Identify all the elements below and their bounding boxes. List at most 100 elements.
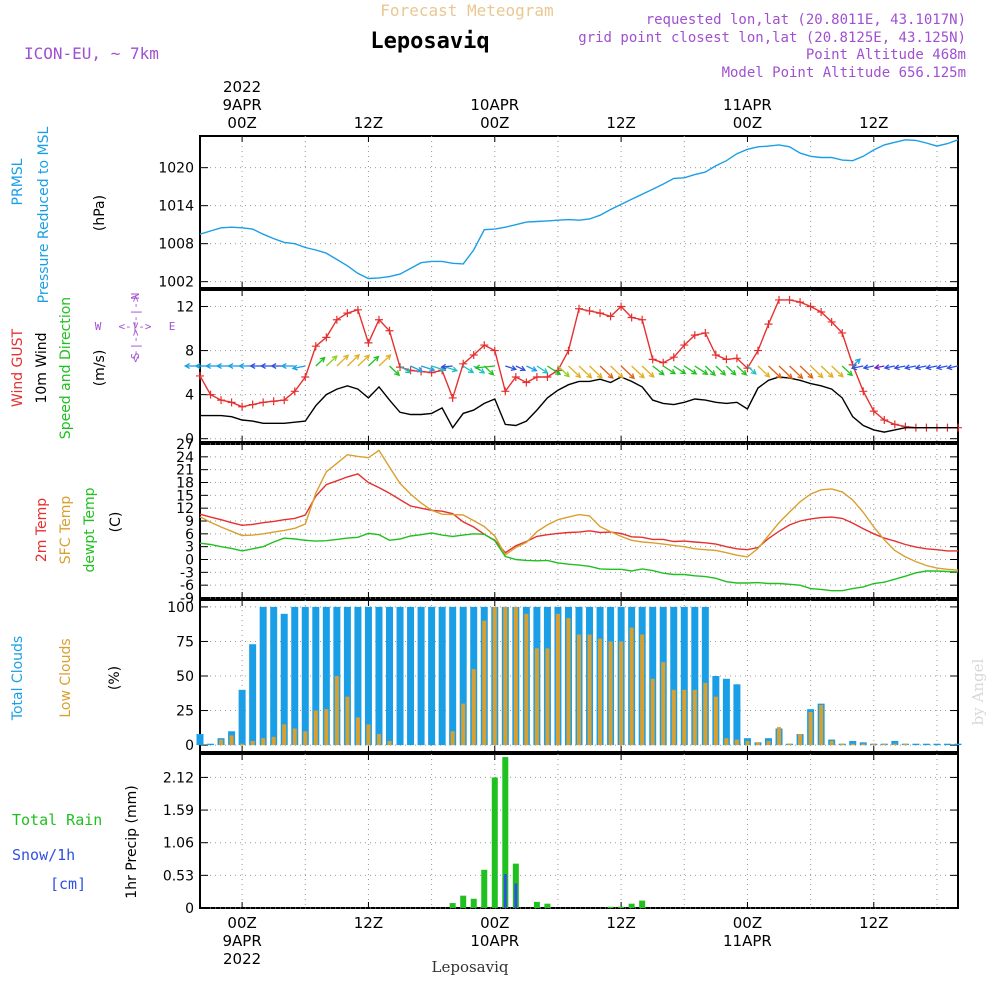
wind-arrow [831,365,844,378]
bar-low-clouds [261,738,266,746]
wind-arrow-head [827,372,834,379]
gust-point [585,306,594,315]
wind-arrow [768,365,782,379]
series-line-10m-wind [200,376,958,433]
wind-arrow [736,365,747,376]
bar-low-clouds [892,743,897,746]
wind-arrow-head [702,369,709,375]
wind-arrow-head [215,363,222,369]
chart-title: Leposaviq [370,29,489,54]
bar-low-clouds [471,669,476,746]
wind-arrow [778,365,793,379]
gust-point [269,397,278,406]
wind-arrow [704,365,716,376]
wind-arrow-head [194,363,201,369]
bar-low-clouds [819,705,824,746]
bar-total-clouds [891,740,899,746]
label-sfc-temp: SFC Temp [58,496,74,565]
bar-low-clouds [682,689,687,746]
gust-point [353,305,362,314]
wind-arrow [568,365,581,378]
bar-low-clouds [703,682,708,746]
panel-clouds: 0 25 50 75 100 [167,599,962,754]
wind-arrow-head [691,369,698,375]
wind-arrow-head [750,368,757,375]
gust-point [206,390,215,399]
wind-arrow-head [542,368,549,374]
wind-arrow-head [280,363,287,369]
panel-frame-pressure [199,135,959,289]
wind-arrow [431,365,446,371]
wind-arrow [620,365,635,379]
bar-low-clouds [650,678,655,746]
gust-point [480,341,489,350]
bar-total-clouds [291,606,299,746]
wind-arrow-head [904,364,911,371]
wind-arrow [367,356,379,367]
bar-total-clouds [943,743,951,746]
label-10m-wind: 10m Wind [34,332,50,403]
wind-arrow-head [429,366,436,372]
wind-arrow-head [837,371,844,378]
wind-arrow-head [227,363,234,369]
wind-arrow-head [405,367,412,374]
y-tick-label-temperature: 0 [185,553,194,569]
bottom-time-label: 9APR [222,932,261,950]
gust-point [859,387,868,396]
bar-low-clouds [240,743,245,746]
requested-coords: requested lon,lat (20.8011E, 43.1017N) [646,12,966,28]
gust-point [827,317,836,326]
bar-total-rain [639,900,646,908]
bar-total-clouds [312,606,320,746]
wind-arrow [894,365,906,369]
wind-arrow-head [364,354,371,361]
label-total-rain: Total Rain [12,811,102,829]
wind-arrow-head [417,366,424,373]
wind-arrow [378,354,391,367]
bar-low-clouds [861,743,866,746]
wind-arrow-head [669,368,677,375]
wind-arrow [610,365,624,379]
bottom-time-label: 10APR [470,932,519,950]
gust-point [690,331,699,340]
bar-low-clouds [334,676,339,746]
gust-point [501,387,510,396]
wind-arrow [462,365,474,374]
wind-arrow [715,365,726,376]
wind-arrow [475,365,495,369]
wind-arrow-head [648,372,655,378]
y-tick-label-temperature: -9 [180,591,194,607]
wind-arrow-head [531,366,538,372]
bar-total-clouds [249,644,257,746]
top-time-label: 2022 [223,78,261,96]
series-line-2m-temp [199,473,958,554]
wind-arrow-head [183,363,190,369]
bar-total-clouds [438,606,446,746]
gust-point [817,308,826,317]
bar-total-clouds [459,606,467,746]
label-snow-cm: [cm] [50,875,86,893]
bar-low-clouds [345,696,350,746]
compass-n: N [129,293,142,300]
series-line-sfc-temp [199,449,959,571]
wind-arrow [851,365,864,369]
bar-low-clouds [324,709,329,746]
gust-point [838,328,847,337]
wind-arrow [905,365,917,369]
y-tick-label-clouds: 100 [167,600,194,616]
bar-low-clouds [513,606,518,746]
wind-arrow [557,365,570,377]
bar-total-clouds [238,689,246,746]
model-label: ICON-EU, ~ 7km [24,44,159,63]
gust-point [238,402,247,411]
bar-low-clouds [450,731,455,746]
gust-point [648,355,657,364]
bar-low-clouds [840,743,845,746]
wind-arrow-head [474,364,481,371]
gust-point [638,315,647,324]
bottom-time-label: 12Z [354,914,383,932]
y-tick-label-pressure: 1002 [158,275,194,291]
bar-low-clouds [555,613,560,746]
wind-arrow-head [854,358,861,365]
gust-point [217,396,226,405]
